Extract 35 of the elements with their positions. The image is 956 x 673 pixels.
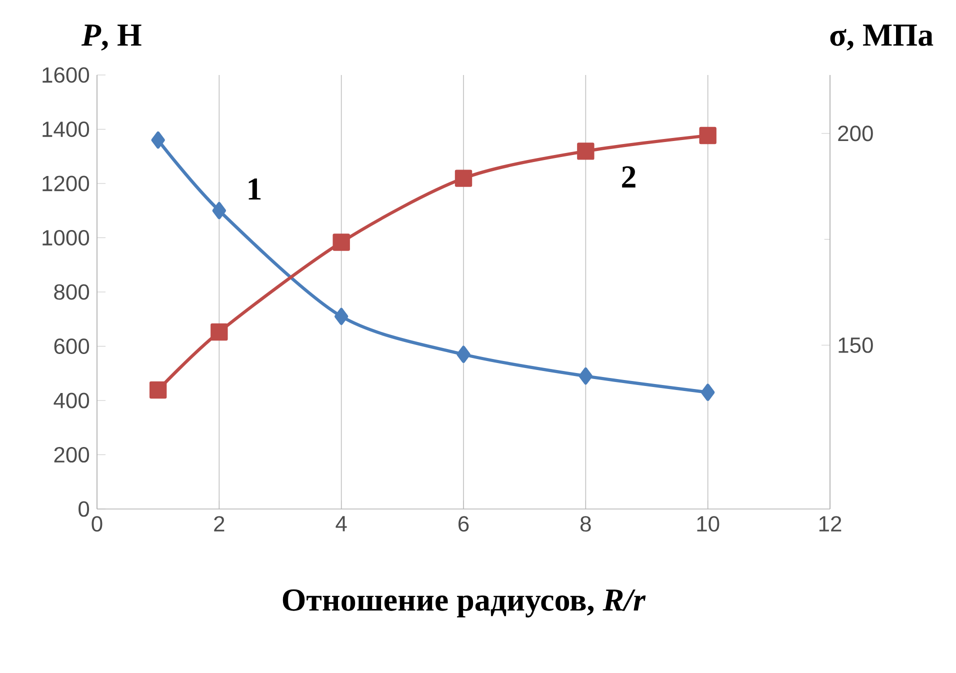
y-axis-title: P, Н <box>81 24 142 51</box>
point <box>456 346 470 363</box>
x-tick-label: 6 <box>458 516 469 532</box>
x-tick-label: 2 <box>214 516 224 532</box>
point <box>577 142 594 160</box>
x-tick-label: 4 <box>336 516 347 532</box>
y-tick-label: 1200 <box>42 176 90 192</box>
point <box>151 131 165 149</box>
y-tick-label: 200 <box>54 446 90 463</box>
x-tick-label: 8 <box>580 516 591 532</box>
point <box>212 202 226 220</box>
y2-tick-label: 150 <box>838 337 873 353</box>
point <box>210 323 228 341</box>
y-tick-label: 400 <box>54 392 90 408</box>
x-tick-label: 0 <box>92 516 102 532</box>
series-label: 1 <box>248 178 261 200</box>
y-tick-label: 1600 <box>42 67 90 83</box>
x-tick-label: 12 <box>819 516 842 532</box>
point <box>334 308 348 326</box>
y-tick-label: 0 <box>78 501 90 517</box>
y2-axis-title: σ, МПа <box>830 24 934 51</box>
y-tick-label: 600 <box>54 338 90 354</box>
point <box>700 384 715 401</box>
point <box>454 170 472 187</box>
x-axis-title: Отношение радиусов, R/r <box>282 589 646 618</box>
x-tick-label: 10 <box>697 516 720 532</box>
series-label: 2 <box>622 166 636 188</box>
point <box>332 234 350 251</box>
point <box>578 367 593 385</box>
y-tick-label: 1400 <box>42 121 90 138</box>
point <box>149 381 167 399</box>
y2-tick-label: 200 <box>838 126 873 142</box>
y-tick-label: 1000 <box>42 230 90 246</box>
point <box>699 126 716 144</box>
y-tick-label: 800 <box>54 284 90 300</box>
